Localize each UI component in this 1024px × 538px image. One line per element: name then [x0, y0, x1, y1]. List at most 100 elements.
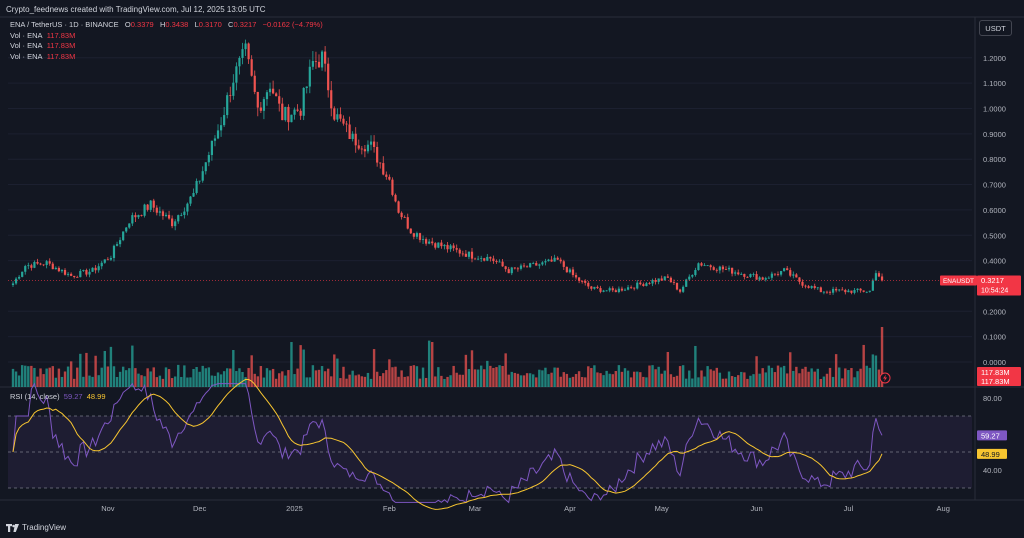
candle-body: [642, 284, 645, 286]
candle-body: [724, 269, 728, 271]
volume-bar: [556, 367, 559, 387]
lightning-icon[interactable]: [879, 372, 891, 384]
volume-bar: [446, 376, 449, 387]
volume-bar: [30, 365, 33, 387]
candle-body: [547, 259, 550, 262]
candle-body: [599, 288, 602, 292]
currency-button[interactable]: USDT: [979, 20, 1012, 36]
candle-body: [219, 125, 223, 131]
volume-bar: [308, 377, 312, 387]
volume-bar: [385, 370, 388, 387]
candle-body: [262, 99, 266, 111]
tradingview-logo[interactable]: TradingView: [6, 523, 66, 532]
price-axis-tick: 0.9000: [983, 130, 1006, 139]
candle-body: [602, 290, 605, 292]
candle-body: [868, 290, 871, 292]
volume-bar: [42, 374, 45, 387]
volume-bar: [538, 369, 541, 387]
candle-body: [339, 114, 342, 119]
volume-legend-row[interactable]: Vol · ENA 117.83M: [10, 31, 323, 42]
volume-bar: [535, 377, 538, 387]
volume-bar: [216, 372, 220, 387]
candle-body: [238, 57, 241, 67]
volume-bar: [73, 378, 76, 387]
candle-body: [125, 227, 128, 232]
candle-body: [700, 263, 703, 266]
symbol-name[interactable]: ENA / TetherUS · 1D · BINANCE: [10, 20, 119, 29]
candle-body: [565, 266, 568, 273]
volume-bar: [675, 375, 679, 387]
volume-bar: [862, 344, 865, 387]
volume-bar: [571, 376, 575, 387]
rsi-legend[interactable]: RSI (14, close) 59.27 48.99: [10, 392, 106, 401]
volume-bar: [424, 377, 428, 387]
candle-body: [581, 280, 584, 282]
volume-bar: [559, 376, 562, 387]
price-axis-tick: 0.6000: [983, 206, 1006, 215]
volume-bar: [11, 368, 15, 387]
rsi-value: 59.27: [63, 392, 83, 401]
volume-bar: [767, 365, 771, 387]
volume-bar: [470, 350, 474, 387]
volume-bar: [504, 353, 507, 387]
volume-bar: [333, 354, 336, 387]
volume-bar: [88, 375, 91, 387]
candle-body: [293, 109, 296, 115]
candle-body: [825, 291, 829, 293]
candle-body: [688, 276, 691, 280]
candle-body: [128, 223, 131, 228]
candle-body: [207, 155, 210, 163]
candle-body: [819, 287, 822, 293]
candle-body: [761, 277, 764, 280]
volume-bar: [486, 360, 489, 387]
volume-bar: [186, 377, 189, 387]
volume-bar: [620, 371, 624, 387]
rsi-ma-tag-value: 48.99: [981, 450, 1000, 459]
price-axis-tick: 0.4000: [983, 257, 1006, 266]
volume-bar: [210, 375, 214, 387]
candle-body: [275, 93, 278, 97]
volume-bar: [33, 367, 36, 387]
volume-bar: [596, 372, 599, 387]
volume-bar: [394, 366, 397, 387]
volume-bar: [262, 377, 266, 387]
volume-label: Vol · ENA: [10, 30, 43, 40]
volume-legend-row[interactable]: Vol · ENA 117.83M: [10, 41, 323, 52]
candle-body: [767, 277, 770, 279]
candle-body: [201, 171, 204, 181]
candle-body: [158, 211, 161, 213]
candle-body: [486, 256, 489, 261]
candle-body: [216, 130, 220, 139]
candle-body: [161, 211, 165, 216]
candle-body: [149, 200, 152, 210]
candle-body: [296, 109, 299, 111]
candle-body: [522, 265, 526, 267]
candle-body: [134, 215, 137, 218]
volume-bar: [149, 371, 152, 387]
volume-bar: [828, 367, 832, 387]
candle-body: [100, 262, 103, 267]
candle-body: [513, 267, 516, 269]
volume-bar: [287, 370, 290, 387]
candle-body: [109, 257, 113, 260]
volume-bar: [360, 376, 364, 387]
volume-bar: [406, 376, 409, 387]
volume-bar: [299, 345, 302, 387]
candle-body: [278, 96, 281, 104]
volume-bar: [516, 373, 520, 387]
volume-bar: [703, 376, 706, 387]
candle-body: [571, 269, 575, 276]
volume-bar: [155, 377, 159, 387]
volume-bar: [397, 376, 400, 387]
volume-bar: [795, 366, 798, 387]
candle-body: [348, 124, 351, 139]
candle-body: [76, 277, 79, 278]
candle-body: [789, 270, 792, 276]
candle-body: [516, 268, 519, 270]
volume-bar: [764, 372, 767, 387]
volume-bar: [152, 367, 155, 387]
volume-legend-row[interactable]: Vol · ENA 117.83M: [10, 52, 323, 63]
volume-bar: [66, 366, 70, 387]
candle-body: [66, 273, 70, 275]
candle-body: [501, 261, 504, 267]
